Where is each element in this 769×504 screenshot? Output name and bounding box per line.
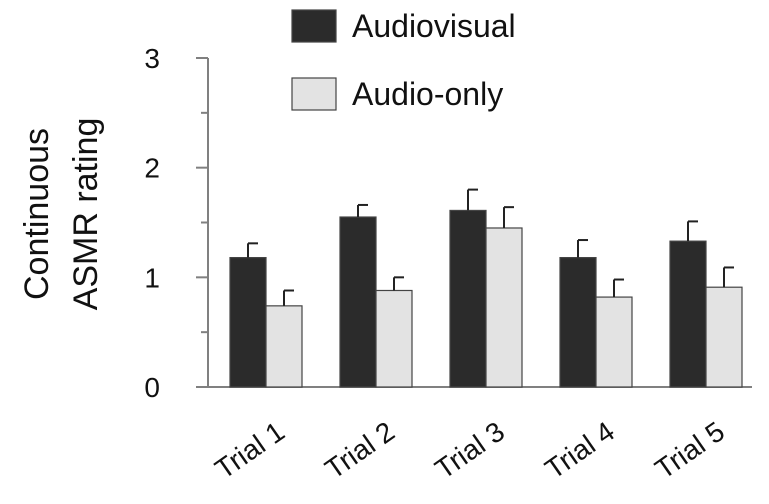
- x-tick-label-trial-1: Trial 1: [209, 416, 290, 485]
- legend: Audiovisual Audio-only: [291, 8, 516, 112]
- y-tick-label-3: 3: [144, 43, 160, 74]
- bars: [229, 209, 743, 388]
- x-tick-label-trial-4: Trial 4: [539, 416, 620, 485]
- bar-audiovisual-5: [669, 240, 707, 388]
- y-tick-label-2: 2: [144, 153, 160, 184]
- y-axis-title-line-1: Continuous: [18, 128, 56, 300]
- legend-label-audio-only: Audio-only: [352, 76, 503, 112]
- legend-swatch-audiovisual: [291, 9, 337, 43]
- x-tick-label-trial-5: Trial 5: [649, 416, 730, 485]
- x-tick-label-trial-2: Trial 2: [319, 416, 400, 485]
- y-axis-title-line-2: ASMR rating: [67, 118, 105, 311]
- bar-audio-only-2: [375, 289, 413, 388]
- legend-label-audiovisual: Audiovisual: [352, 8, 516, 44]
- bar-audio-only-4: [595, 296, 633, 388]
- bar-audiovisual-2: [339, 216, 377, 388]
- legend-swatch-audio-only: [291, 77, 337, 111]
- bar-audiovisual-3: [449, 209, 487, 388]
- bar-audio-only-3: [485, 227, 523, 388]
- bar-audiovisual-1: [229, 256, 267, 388]
- error-bars: [247, 188, 734, 306]
- bar-audio-only-5: [705, 286, 743, 388]
- y-tick-label-1: 1: [144, 262, 160, 293]
- bar-audio-only-1: [265, 305, 303, 388]
- x-tick-label-trial-3: Trial 3: [429, 416, 510, 485]
- bar-audiovisual-4: [559, 256, 597, 388]
- y-tick-label-0: 0: [144, 372, 160, 403]
